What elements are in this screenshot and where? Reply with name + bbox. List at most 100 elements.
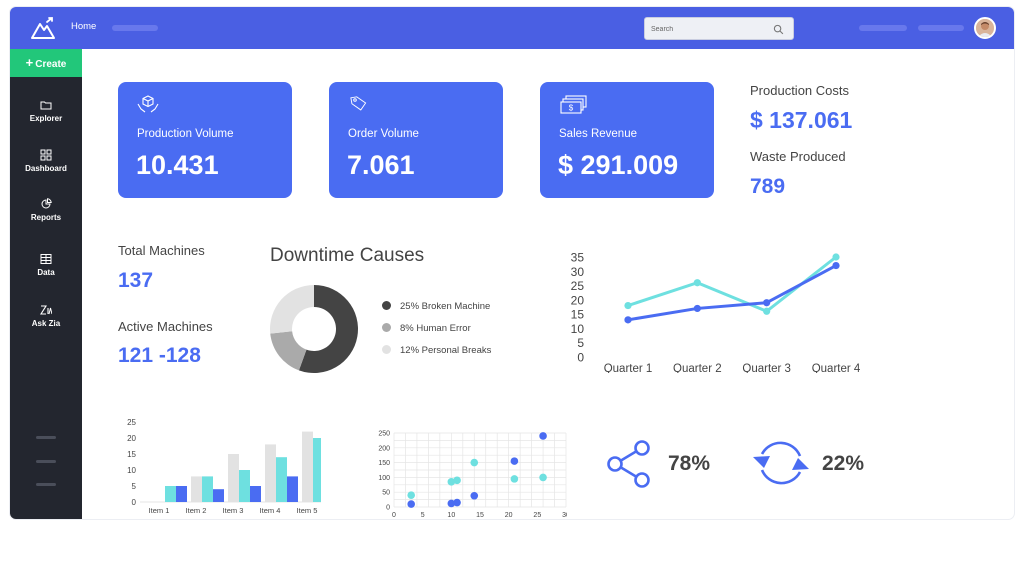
search-box[interactable]: [644, 17, 794, 40]
downtime-title: Downtime Causes: [270, 245, 425, 266]
series-line-teal: [627, 255, 837, 314]
header-placeholder-1: [859, 25, 907, 31]
sidebar-placeholder-2: [36, 460, 56, 463]
bar-blue: [213, 489, 224, 502]
y-tick-label: 50: [382, 490, 390, 497]
data-point-teal: [624, 301, 632, 310]
scatter-point-blue: [407, 500, 415, 508]
bar-blue: [287, 476, 298, 502]
legend-item-personal-breaks: 12% Personal Breaks: [382, 345, 491, 356]
legend-dot: [382, 345, 391, 354]
create-button[interactable]: + Create: [10, 49, 82, 77]
sidebar-item-explorer[interactable]: Explorer: [10, 99, 82, 139]
scatter-point-teal: [447, 478, 456, 486]
sidebar-item-reports[interactable]: Reports: [10, 198, 82, 238]
home-link[interactable]: Home: [71, 21, 97, 32]
active-machines-label: Active Machines: [118, 319, 213, 334]
active-machines-value: 121 -128: [118, 344, 201, 367]
scatter-point-blue: [539, 432, 547, 440]
y-tick-label: 0: [577, 351, 584, 365]
y-tick-label: 35: [571, 251, 585, 265]
x-tick-label: 25: [533, 512, 541, 517]
bar-gray: [191, 476, 202, 502]
y-tick-label: 20: [571, 293, 585, 307]
user-portrait-icon: [976, 19, 994, 37]
y-tick-label: 0: [132, 498, 137, 507]
x-tick-label: 5: [421, 512, 425, 517]
production-costs-label: Production Costs: [750, 83, 849, 98]
data-point-teal: [763, 307, 771, 315]
legend-item-broken-machine: 25% Broken Machine: [382, 301, 490, 312]
legend-dot: [382, 323, 391, 332]
y-tick-label: 20: [127, 434, 136, 443]
kpi-label: Order Volume: [348, 128, 419, 140]
y-tick-label: 30: [571, 265, 585, 279]
kpi-card-order-volume[interactable]: Order Volume 7.061: [329, 82, 503, 198]
mountain-logo-icon[interactable]: [30, 16, 56, 40]
donut-slice-personal-breaks: [270, 285, 314, 334]
avatar[interactable]: [974, 17, 996, 39]
breadcrumb-placeholder: [112, 25, 158, 31]
total-machines-value: 137: [118, 269, 154, 292]
y-tick-label: 15: [571, 308, 585, 322]
scatter-point-teal: [539, 473, 547, 482]
search-icon[interactable]: [773, 24, 784, 35]
x-tick-label: Item 2: [186, 506, 207, 514]
price-tag-icon: [350, 96, 367, 111]
bar-teal: [202, 476, 213, 502]
sidebar-item-data[interactable]: Data: [10, 253, 82, 293]
bar-gray: [265, 444, 276, 502]
sidebar: + Create Explorer Dashboard Reports Data …: [10, 49, 82, 519]
share-percentage: 78%: [668, 452, 711, 475]
grid-icon: [40, 149, 52, 161]
folder-icon: [40, 101, 52, 110]
table-icon: [40, 254, 52, 264]
sidebar-item-dashboard[interactable]: Dashboard: [10, 149, 82, 189]
legend-dot: [382, 301, 391, 310]
waste-produced-label: Waste Produced: [750, 149, 846, 164]
data-point-blue: [763, 299, 771, 307]
header-placeholder-2: [918, 25, 964, 31]
banknotes-icon: $: [560, 95, 587, 114]
kpi-card-sales-revenue[interactable]: $ Sales Revenue $ 291.009: [540, 82, 714, 198]
bar-teal: [313, 438, 321, 502]
search-input[interactable]: [651, 22, 771, 36]
y-tick-label: 5: [132, 482, 137, 491]
refresh-icon[interactable]: [748, 437, 814, 491]
x-tick-label: 30: [562, 512, 567, 517]
production-costs-value: $ 137.061: [750, 107, 853, 133]
scatter-point-teal: [510, 475, 519, 483]
legend-item-human-error: 8% Human Error: [382, 323, 471, 334]
kpi-value: 10.431: [136, 150, 219, 180]
sidebar-placeholder-1: [36, 436, 56, 439]
y-tick-label: 10: [571, 322, 585, 336]
sidebar-item-ask-zia[interactable]: Ask Zia: [10, 304, 82, 344]
kpi-card-production-volume[interactable]: Production Volume 10.431: [118, 82, 292, 198]
share-icon[interactable]: [606, 439, 652, 489]
waste-produced-value: 789: [750, 175, 786, 198]
bar-teal: [276, 457, 287, 502]
kpi-value: $ 291.009: [558, 150, 679, 180]
scatter-point-blue: [453, 498, 461, 507]
y-tick-label: 0: [386, 505, 390, 512]
data-point-blue: [832, 261, 840, 270]
sidebar-placeholder-3: [36, 483, 56, 486]
kpi-label: Sales Revenue: [559, 128, 637, 140]
boxes-hands-icon: [137, 95, 159, 113]
pie-chart-icon: [41, 198, 52, 209]
bar-gray: [228, 454, 239, 502]
scatter-point-teal: [407, 491, 415, 499]
kpi-value: 7.061: [347, 150, 415, 180]
y-tick-label: 200: [378, 445, 390, 452]
x-tick-label: 0: [392, 512, 396, 517]
total-machines-label: Total Machines: [118, 243, 205, 258]
data-point-blue: [693, 304, 701, 313]
y-tick-label: 150: [378, 460, 390, 467]
x-tick-label: Item 1: [149, 506, 170, 514]
series-line-blue: [627, 264, 837, 322]
x-tick-label: 20: [505, 512, 513, 517]
zia-icon: [40, 305, 52, 315]
scatter-point-blue: [470, 491, 479, 500]
top-bar: Home: [10, 7, 1014, 49]
